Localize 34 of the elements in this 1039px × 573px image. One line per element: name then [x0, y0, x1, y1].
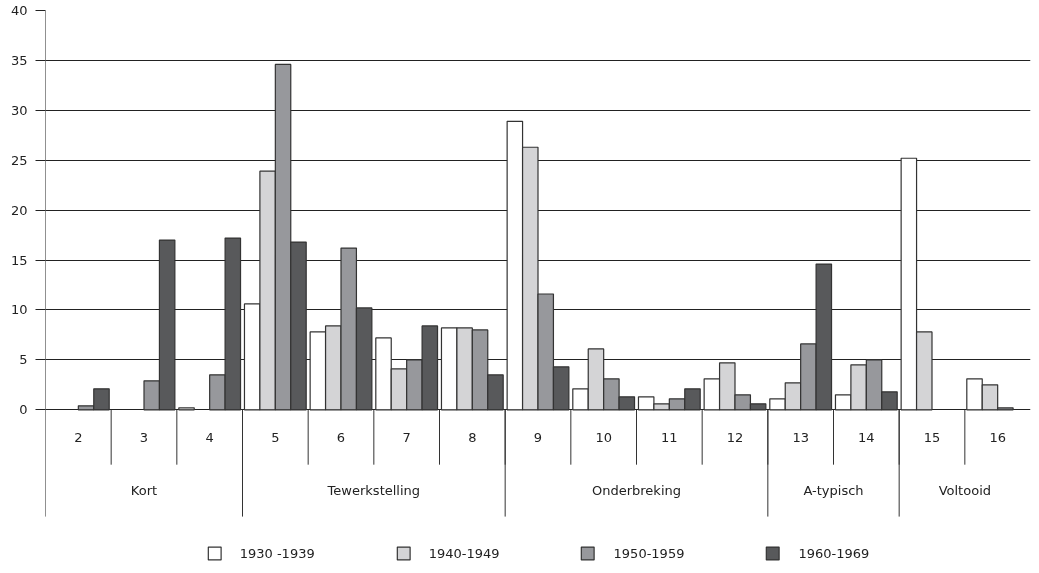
x-tick-label: 15	[923, 429, 941, 445]
y-tick-label: 20	[10, 202, 28, 218]
x-tick-label: 4	[205, 429, 214, 445]
legend-label: 1960-1969	[798, 545, 870, 561]
y-tick-label: 25	[10, 152, 28, 168]
y-tick-label: 30	[10, 102, 28, 118]
x-tick-label: 11	[661, 429, 678, 445]
legend-label: 1930 -1939	[239, 545, 315, 561]
x-tick-label: 6	[336, 429, 346, 445]
y-tick-label: 35	[10, 52, 28, 68]
text: Onderbreking	[592, 483, 682, 499]
legend-label: 1940-1949	[428, 545, 500, 561]
x-tick-label: 2	[74, 429, 83, 445]
y-tick-label: 0	[19, 402, 28, 418]
legend-label: 1950-1959	[613, 545, 685, 561]
bar	[178, 407, 195, 411]
x-tick-label: 12	[726, 429, 744, 445]
y-tick-label: 10	[10, 302, 28, 318]
y-tick-label: 5	[19, 352, 28, 368]
x-tick-label: 8	[468, 429, 477, 445]
text: Voltooid	[938, 483, 991, 499]
x-tick-label: 10	[595, 429, 612, 445]
x-tick-label: 7	[402, 429, 411, 445]
x-tick-label: 9	[533, 429, 543, 445]
x-tick-label: 14	[858, 429, 875, 445]
text: Kort	[130, 483, 158, 499]
x-tick-label: 5	[271, 429, 280, 445]
text: A-typisch	[803, 483, 864, 499]
x-tick-label: 3	[139, 429, 149, 445]
x-tick-label: 13	[792, 429, 809, 445]
y-tick-label: 15	[10, 252, 28, 268]
y-tick-label: 40	[10, 3, 28, 18]
text: Tewerkstelling	[326, 483, 421, 499]
x-tick-label: 16	[989, 429, 1006, 445]
